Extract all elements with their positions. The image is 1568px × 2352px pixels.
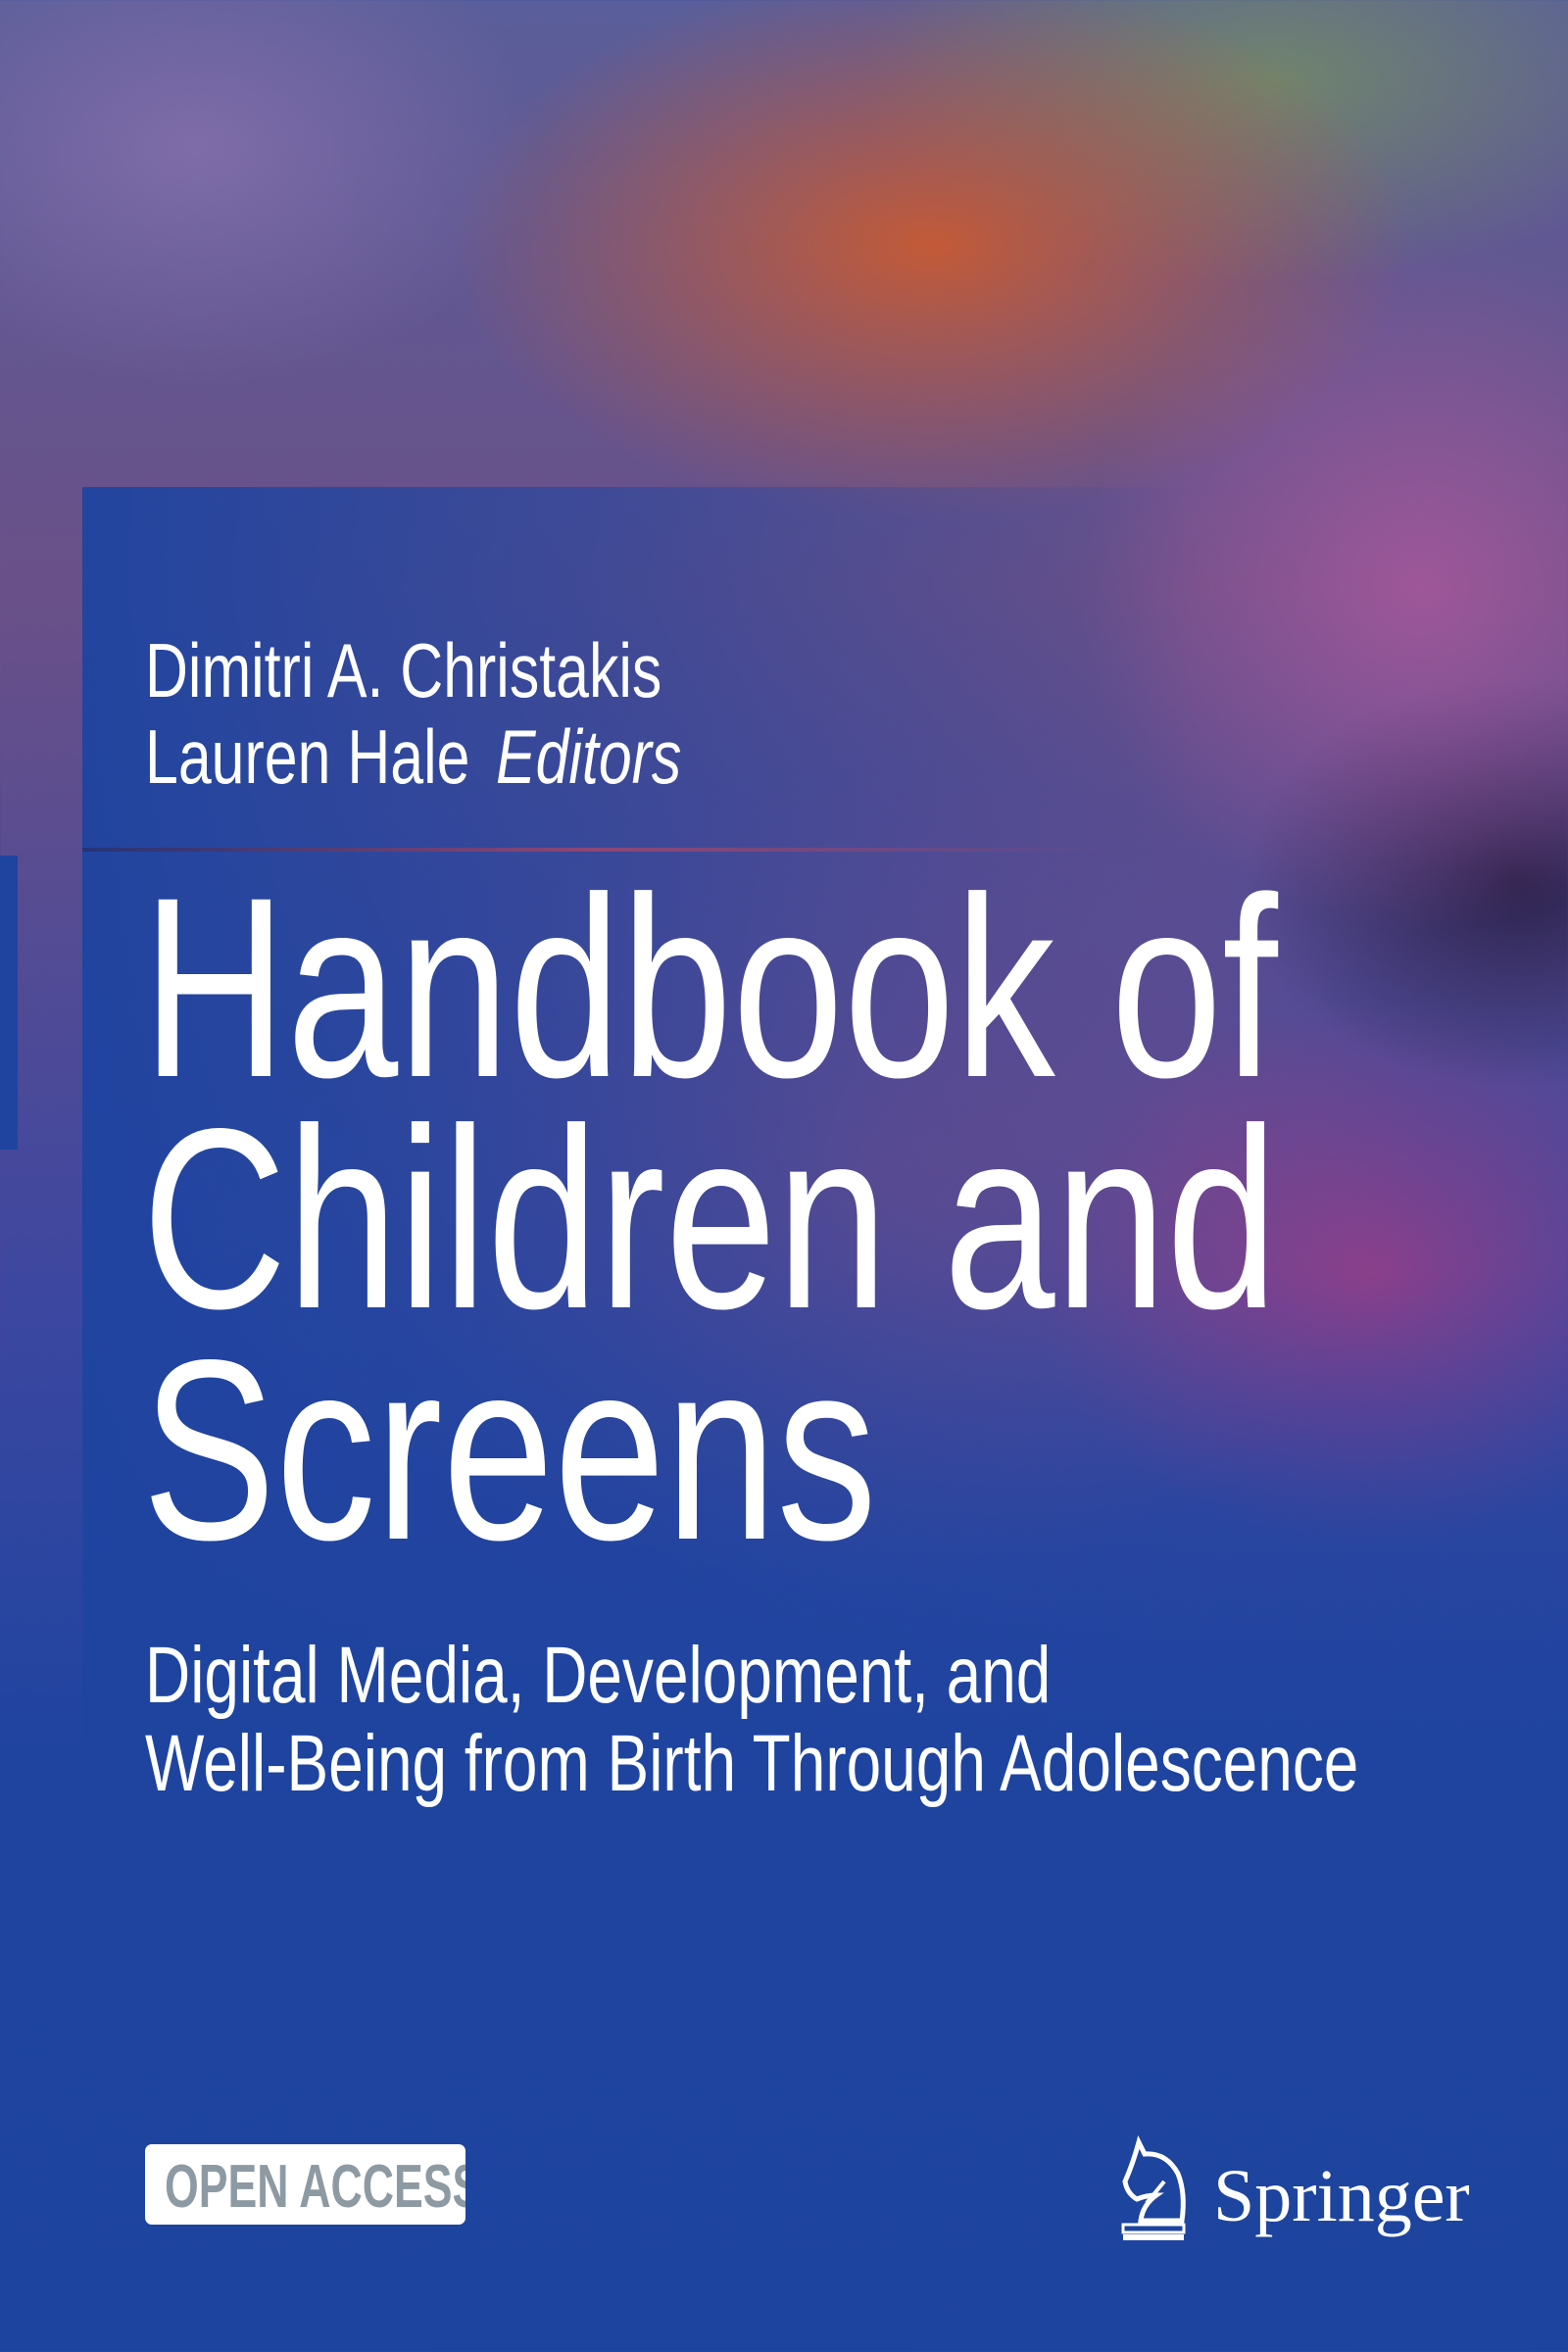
- divider-rule: [82, 848, 1111, 852]
- title-line: Screens: [142, 1306, 877, 1593]
- book-subtitle: Digital Media, Development, and Well-Bei…: [145, 1632, 1568, 1808]
- subtitle-line: Well-Being from Birth Through Adolescenc…: [145, 1719, 1359, 1808]
- publisher-name: Springer: [1213, 2155, 1470, 2237]
- editor-name: Dimitri A. Christakis: [145, 627, 662, 713]
- book-title: Handbook of Children and Screens: [142, 844, 1568, 1593]
- publisher-logo: Springer: [1117, 2134, 1509, 2242]
- open-access-badge: OPEN ACCESS: [145, 2144, 466, 2225]
- editor-name: Lauren Hale: [145, 713, 470, 800]
- title-line: Children and: [142, 1075, 1278, 1362]
- knight-chess-piece-icon: [1121, 2135, 1186, 2240]
- subtitle-line: Digital Media, Development, and: [145, 1631, 1052, 1720]
- spine-accent: [0, 856, 18, 1150]
- title-line: Handbook of: [142, 844, 1278, 1131]
- editors: Dimitri A. Christakis Lauren Hale Editors: [145, 627, 833, 800]
- open-access-label: OPEN ACCESS: [165, 2153, 466, 2221]
- editors-label: Editors: [495, 713, 682, 800]
- cover-panel: [82, 487, 1568, 2055]
